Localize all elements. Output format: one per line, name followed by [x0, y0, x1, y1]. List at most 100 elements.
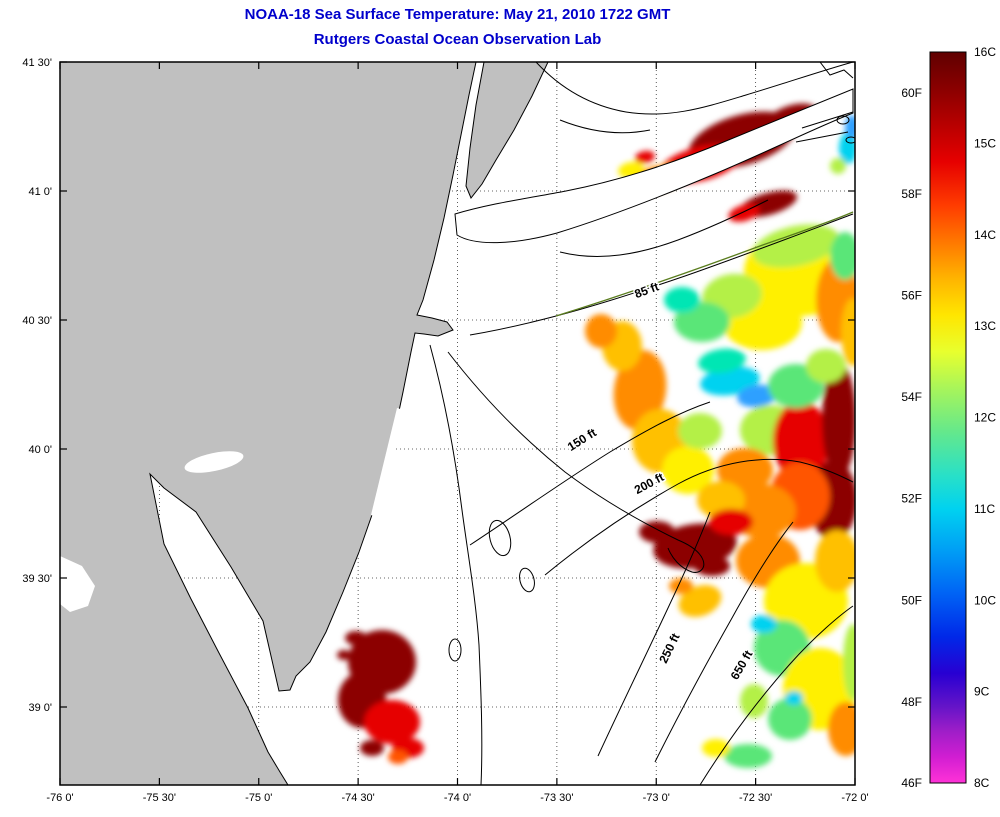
- colorbar-c-label: 8C: [974, 776, 990, 790]
- x-axis-labels: -76 0' -75 30' -75 0' -74 30' -74 0' -73 30' -…: [46, 792, 868, 804]
- barnegat-bay-water: [371, 408, 404, 518]
- sst-patch: [768, 698, 812, 740]
- colorbar-c-label: 12C: [974, 411, 996, 425]
- depth-contour-200ft: [544, 458, 854, 576]
- x-tick-label: -76 0': [46, 792, 73, 804]
- sst-patch: [845, 115, 855, 139]
- bathymetry-layer: [429, 199, 854, 785]
- sst-patch: [815, 530, 855, 592]
- sst-patch: [669, 578, 693, 594]
- sst-patch: [698, 348, 746, 374]
- sst-patch: [364, 700, 420, 744]
- sst-patch: [635, 150, 655, 164]
- colorbar-c-label: 14C: [974, 228, 996, 242]
- colorbar-f-label: 50F: [901, 593, 922, 607]
- shoal-outline: [488, 519, 512, 557]
- colorbar-f-label: 54F: [901, 390, 922, 404]
- sst-patch: [751, 615, 777, 633]
- x-tick-label: -73 0': [643, 792, 670, 804]
- page-subtitle: Rutgers Coastal Ocean Observation Lab: [313, 31, 602, 48]
- island-outline: [836, 115, 850, 125]
- colorbar-f-label: 46F: [901, 776, 922, 790]
- sst-patch: [828, 702, 855, 756]
- sst-patch: [639, 521, 675, 543]
- colorbar-f-label: 60F: [901, 86, 922, 100]
- sst-patch: [839, 132, 855, 164]
- y-tick-label: 39 0': [28, 702, 52, 714]
- x-tick-label: -75 0': [245, 792, 272, 804]
- sst-patch: [664, 287, 700, 313]
- mainland-nj-de: [60, 62, 477, 785]
- x-tick-label: -74 30': [341, 792, 374, 804]
- shoal-outline: [519, 567, 535, 593]
- sst-patch: [678, 585, 722, 617]
- sst-patch: [843, 624, 855, 700]
- sst-patch: [830, 232, 855, 280]
- colorbar-labels: 60F 58F 56F 54F 52F 50F 48F 46F 16C 15C 14C 13C 12C 1…: [901, 45, 996, 790]
- axis-ticks: [59, 61, 856, 785]
- li-north-fork: [801, 111, 854, 129]
- sst-patch: [585, 314, 617, 348]
- coastal-contour-green: [555, 211, 854, 317]
- colorbar-c-label: 10C: [974, 593, 996, 607]
- colorbar-f-label: 58F: [901, 187, 922, 201]
- sst-patch: [662, 446, 714, 494]
- sst-patch: [360, 740, 384, 756]
- colorbar-c-label: 15C: [974, 136, 996, 150]
- colorbar-f-label: 52F: [901, 492, 922, 506]
- y-tick-label: 41 0': [28, 186, 52, 198]
- land-layer: [60, 62, 854, 785]
- y-axis-labels: 41 30' 41 0' 40 30' 40 0' 39 30' 39 0': [22, 57, 52, 714]
- depth-contour-650ft: [654, 521, 794, 763]
- sst-patch: [337, 650, 351, 660]
- depth-contour-250ft: [597, 511, 711, 757]
- sst-patch: [806, 349, 846, 383]
- sst-patch: [773, 401, 829, 481]
- x-tick-label: -74 0': [444, 792, 471, 804]
- depth-contour-150ft: [469, 401, 711, 546]
- sst-patch: [785, 691, 803, 705]
- colorbar-c-label: 16C: [974, 45, 996, 59]
- sst-patch: [694, 556, 730, 576]
- coastline-layer: [535, 62, 855, 144]
- y-tick-label: 41 30': [22, 57, 52, 69]
- sst-patch: [724, 744, 772, 768]
- colorbar-c-label: 13C: [974, 319, 996, 333]
- sst-patch: [841, 298, 855, 366]
- li-south-fork: [795, 131, 849, 143]
- x-tick-label: -73 30': [540, 792, 573, 804]
- sst-patch: [728, 204, 760, 222]
- sst-patch: [345, 631, 367, 645]
- chesapeake-bay-water: [60, 556, 95, 612]
- colorbar-c-label: 11C: [974, 502, 995, 516]
- sst-patch: [752, 224, 840, 268]
- x-tick-label: -72 30': [739, 792, 772, 804]
- sound-contour: [559, 199, 769, 257]
- sst-patch: [678, 413, 722, 449]
- sst-patch: [830, 158, 846, 174]
- y-tick-label: 40 0': [28, 444, 52, 456]
- connecticut-shoreline: [535, 62, 854, 115]
- island-outline: [845, 136, 855, 144]
- depth-contour-se: [699, 605, 854, 785]
- ct-harbor-detail: [559, 119, 651, 134]
- sst-patch: [388, 750, 408, 764]
- colorbar-f-label: 48F: [901, 695, 922, 709]
- sst-patch: [702, 739, 730, 757]
- y-tick-label: 40 30': [22, 315, 52, 327]
- y-tick-label: 39 30': [22, 573, 52, 585]
- nearshore-contour: [429, 344, 483, 785]
- shoal-outline: [448, 638, 462, 662]
- ne-coast-detail: [819, 62, 854, 79]
- sst-patch: [822, 362, 855, 478]
- hudson-shelf-valley: [447, 351, 705, 573]
- colorbar: [929, 51, 967, 784]
- x-tick-label: -72 0': [841, 792, 868, 804]
- depth-contour-85ft: [469, 213, 854, 336]
- colorbar-c-label: 9C: [974, 685, 990, 699]
- page-title: NOAA-18 Sea Surface Temperature: May 21,…: [244, 6, 671, 23]
- westchester-land: [465, 62, 549, 199]
- long-island: [454, 88, 854, 244]
